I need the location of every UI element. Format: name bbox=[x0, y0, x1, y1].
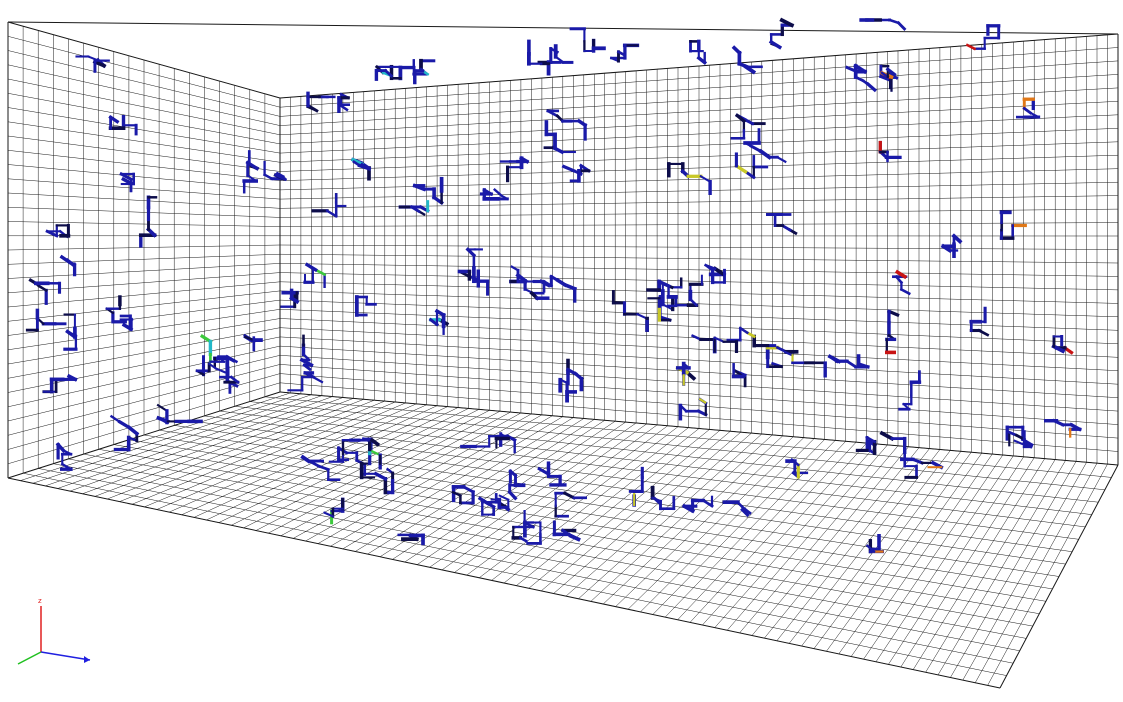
z-axis-label: z bbox=[38, 597, 42, 605]
y-axis-line bbox=[18, 652, 41, 664]
floor-gridline bbox=[84, 454, 1033, 626]
fracture-segment bbox=[520, 538, 526, 541]
back-wall-grid bbox=[280, 34, 1118, 465]
fracture-segment bbox=[510, 492, 516, 498]
fracture-segment bbox=[1024, 108, 1030, 113]
floor-gridline bbox=[265, 397, 1112, 478]
fracture-segment bbox=[565, 493, 574, 498]
fracture-segment bbox=[313, 377, 322, 382]
axes-orientation-triad: z bbox=[18, 597, 90, 664]
fracture-segment bbox=[761, 151, 769, 157]
floor-gridline bbox=[159, 430, 1066, 564]
fracture-segment bbox=[327, 211, 336, 216]
floor-gridline bbox=[23, 473, 1007, 675]
floor-gridline bbox=[53, 464, 1019, 651]
fracture-segment bbox=[120, 422, 130, 428]
box-edge bbox=[8, 478, 1000, 688]
fracture-segment bbox=[901, 290, 909, 294]
x-axis-line bbox=[41, 652, 90, 660]
fracture-segment bbox=[700, 399, 705, 402]
x-axis-arrow-icon bbox=[84, 656, 90, 663]
fracture-segment bbox=[771, 42, 780, 47]
fracture-segment bbox=[112, 416, 120, 422]
fracture-segment bbox=[751, 146, 761, 151]
floor-gridline bbox=[38, 468, 1013, 663]
fracture-segment bbox=[376, 474, 386, 479]
fracture-segment bbox=[564, 167, 574, 171]
floor-gridline bbox=[174, 425, 1072, 551]
fracture-segment bbox=[882, 433, 892, 438]
floor-gridline bbox=[68, 459, 1026, 639]
floor-gridline bbox=[235, 406, 1099, 502]
fracture-segment bbox=[39, 286, 46, 291]
fracture-segment bbox=[319, 466, 328, 469]
box-edge bbox=[1000, 465, 1118, 688]
fracture-segment bbox=[372, 440, 377, 444]
floor-grid bbox=[8, 392, 1118, 688]
fracture-segment bbox=[967, 45, 974, 49]
box-edge bbox=[8, 22, 1118, 34]
